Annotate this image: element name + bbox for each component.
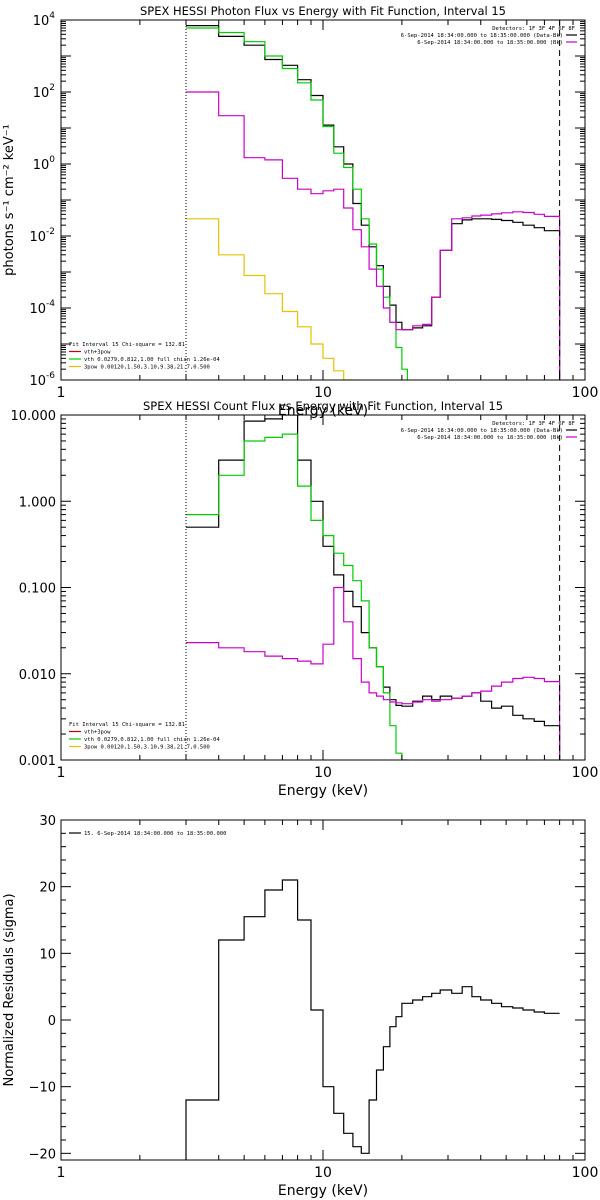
y-axis-label: Normalized Residuals (sigma) <box>2 893 17 1086</box>
y-tick-base: 10 <box>33 86 50 101</box>
series-line-2 <box>186 27 408 380</box>
series-group <box>186 415 561 760</box>
chart-panel-1: SPEX HESSI Photon Flux vs Energy with Fi… <box>2 4 598 419</box>
legend-label: vth 0.0279,0.812,1.00 full chian 1.26e-0… <box>84 357 220 363</box>
y-tick-label: 104 <box>33 11 56 29</box>
y-tick-exp: 4 <box>49 11 55 21</box>
x-tick-label: 10 <box>314 1165 332 1181</box>
legend-label: 15. 6-Sep-2014 18:34:00.000 to 18:35:00.… <box>84 831 226 837</box>
plot-frame <box>60 19 586 381</box>
legend-label: vth+3pow <box>84 350 111 356</box>
y-tick-exp: 0 <box>49 155 55 165</box>
y-tick-label: −20 <box>29 1147 56 1162</box>
y-tick-label: 0.001 <box>19 754 56 769</box>
y-tick-label: −10 <box>29 1081 56 1096</box>
y-tick-label: 10.000 <box>11 409 57 424</box>
y-tick-label: 10-2 <box>29 227 55 245</box>
y-tick-base: 10 <box>33 158 50 173</box>
x-tick-label: 10 <box>314 765 332 781</box>
header-line: Detectors: 1F 3F 4F 6F 8F <box>492 26 575 32</box>
chart-title: SPEX HESSI Photon Flux vs Energy with Fi… <box>140 4 506 18</box>
y-tick-label: 0 <box>48 1014 56 1029</box>
plot-frame <box>60 819 586 1161</box>
series-line-1 <box>186 25 561 380</box>
y-tick-label: 10 <box>39 947 56 962</box>
chart-title: SPEX HESSI Count Flux vs Energy with Fit… <box>143 399 503 413</box>
y-tick-label: 0.100 <box>19 582 56 597</box>
x-tick-label: 100 <box>572 385 599 401</box>
header-line: 6-Sep-2014 18:34:00.000 to 18:35:00.000 … <box>417 435 563 441</box>
x-tick-label: 1 <box>57 1165 66 1181</box>
x-axis-label: Energy (keV) <box>278 783 368 799</box>
x-tick-label: 1 <box>57 385 66 401</box>
y-tick-label: 10-4 <box>29 299 55 317</box>
y-tick-label: 1.000 <box>19 495 56 510</box>
series-line-3 <box>186 586 561 760</box>
y-tick-label: 100 <box>33 155 56 173</box>
plot-frame <box>60 414 586 761</box>
y-tick-label: 30 <box>39 814 56 829</box>
y-tick-exp: -6 <box>46 371 55 381</box>
y-tick-base: 10 <box>29 302 46 317</box>
series-line-4 <box>186 218 353 380</box>
series-line-1 <box>185 879 560 1160</box>
y-tick-label: 102 <box>33 83 55 101</box>
legend-label: vth 0.0279,0.812,1.00 full chian 1.26e-0… <box>84 737 220 743</box>
series-group <box>186 25 561 380</box>
y-tick-base: 10 <box>29 374 46 389</box>
legend-label: 3pow 0.00120,1.50,3.10,9.38,21.7,0.500 <box>84 745 210 751</box>
header-line: 6-Sep-2014 18:34:00.000 to 18:35:00.000 … <box>417 40 563 46</box>
y-tick-base: 10 <box>33 14 50 29</box>
series-line-1 <box>186 415 561 760</box>
series-line-2 <box>186 433 408 760</box>
x-tick-label: 100 <box>572 765 599 781</box>
chart-panel-2: SPEX HESSI Count Flux vs Energy with Fit… <box>11 399 599 799</box>
y-tick-label: 20 <box>39 881 56 896</box>
y-tick-exp: 2 <box>49 83 55 93</box>
legend-label: Fit Interval 15 Chi-square = 132.81 <box>69 342 185 348</box>
x-tick-label: 100 <box>572 1165 599 1181</box>
y-tick-exp: -4 <box>46 299 55 309</box>
series-group <box>185 879 560 1160</box>
y-tick-exp: -2 <box>46 227 55 237</box>
legend-label: Fit Interval 15 Chi-square = 132.81 <box>69 722 185 728</box>
y-tick-label: 0.010 <box>19 668 56 683</box>
y-axis-label: photons s⁻¹ cm⁻² keV⁻¹ <box>2 124 17 276</box>
x-tick-label: 1 <box>57 765 66 781</box>
legend-label: 3pow 0.00120,1.50,3.10,9.38,21.7,0.500 <box>84 365 210 371</box>
header-line: 6-Sep-2014 18:34:00.000 to 18:35:00.000 … <box>401 428 563 434</box>
chart-panel-3: 1 10 100 −20 −10 0 10 20 30 Energy (keV) Normalize… <box>2 814 598 1199</box>
header-line: 6-Sep-2014 18:34:00.000 to 18:35:00.000 … <box>401 33 563 39</box>
series-line-3 <box>186 91 561 380</box>
legend-label: vth+3pow <box>84 730 111 736</box>
y-tick-label: 10-6 <box>29 371 55 389</box>
y-tick-base: 10 <box>29 230 46 245</box>
x-tick-label: 10 <box>314 385 332 401</box>
header-line: Detectors: 1F 3F 4F 6F 8F <box>492 421 575 427</box>
x-axis-label: Energy (keV) <box>278 1183 368 1199</box>
